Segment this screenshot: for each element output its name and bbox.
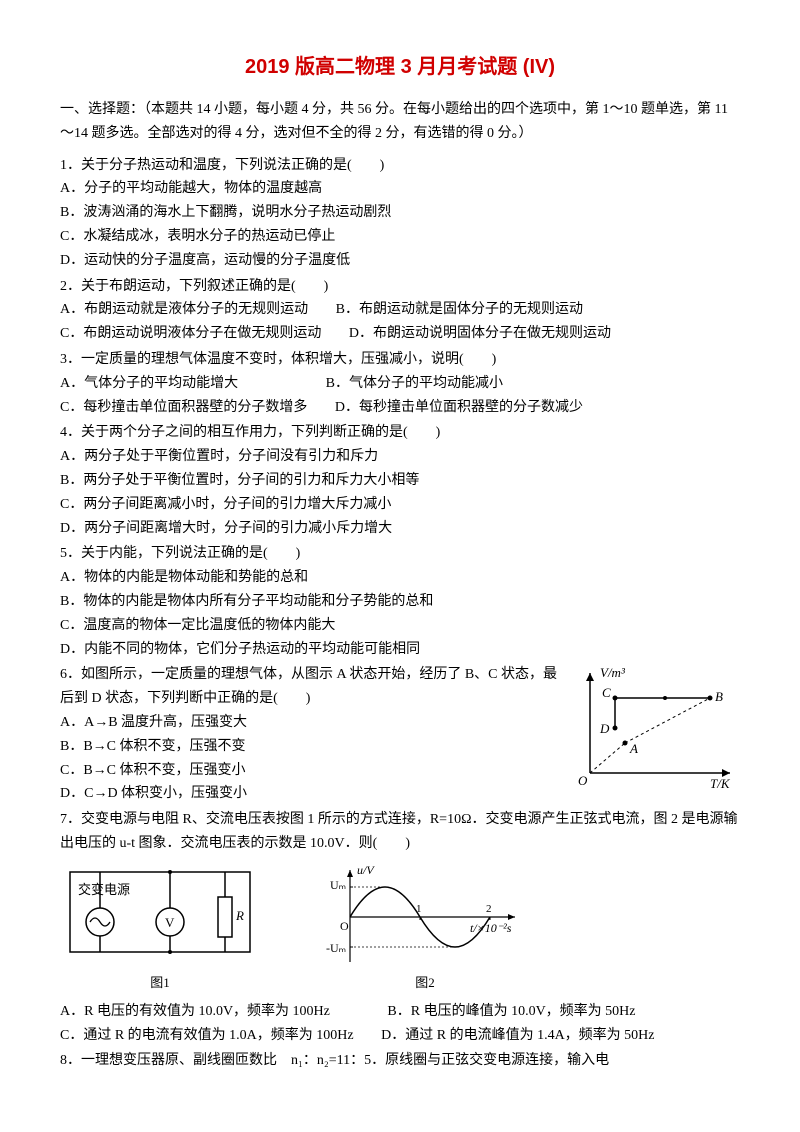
q3-opt-d: D．每秒撞击单位面积器壁的分子数减少 — [335, 400, 583, 415]
q7-fig2-t1: 1 — [416, 903, 422, 915]
q5-opt-d: D．内能不同的物体，它们分子热运动的平均动能可能相同 — [60, 638, 740, 662]
q7-fig2-t2: 2 — [486, 903, 492, 915]
q1: 1．关于分子热运动和温度，下列说法正确的是( ) A．分子的平均动能越大，物体的… — [60, 154, 740, 273]
q5-stem: 5．关于内能，下列说法正确的是( ) — [60, 542, 740, 566]
q3-opt-a: A．气体分子的平均动能增大 — [60, 376, 238, 391]
q1-opt-c: C．水凝结成冰，表明水分子的热运动已停止 — [60, 225, 740, 249]
q1-opt-a: A．分子的平均动能越大，物体的温度越高 — [60, 177, 740, 201]
q6-xlabel: T/K — [710, 776, 731, 791]
q4-opt-a: A．两分子处于平衡位置时，分子间没有引力和斥力 — [60, 445, 740, 469]
q3-opt-c: C．每秒撞击单位面积器壁的分子数增多 — [60, 400, 307, 415]
q4: 4．关于两个分子之间的相互作用力，下列判断正确的是( ) A．两分子处于平衡位置… — [60, 421, 740, 540]
q3-opt-b: B．气体分子的平均动能减小 — [326, 376, 503, 391]
q7-opt-c: C．通过 R 的电流有效值为 1.0A，频率为 100Hz — [60, 1028, 354, 1043]
q7-fig2-num: -Uₘ — [326, 941, 346, 955]
q4-opt-c: C．两分子间距离减小时，分子间的引力增大斥力减小 — [60, 493, 740, 517]
q7-fig1-r: R — [235, 908, 244, 923]
q2: 2．关于布朗运动，下列叙述正确的是( ) A．布朗运动就是液体分子的无规则运动 … — [60, 275, 740, 346]
q1-opt-b: B．波涛汹涌的海水上下翻腾，说明水分子热运动剧烈 — [60, 201, 740, 225]
exam-title: 2019 版高二物理 3 月月考试题 (IV) — [60, 50, 740, 84]
q6-origin: O — [578, 773, 588, 788]
q7-fig1-source: 交变电源 — [78, 882, 130, 897]
q7-fig1-v: V — [165, 915, 175, 930]
q5-opt-a: A．物体的内能是物体动能和势能的总和 — [60, 566, 740, 590]
q7-opt-a: A．R 电压的有效值为 10.0V，频率为 100Hz — [60, 1004, 330, 1019]
q8-stem: 8．一理想变压器原、副线圈匝数比 n₁：n₂=11：5．原线圈与正弦交变电源连接… — [60, 1049, 740, 1073]
q2-opt-b: B．布朗运动就是固体分子的无规则运动 — [336, 302, 583, 317]
q1-opt-d: D．运动快的分子温度高，运动慢的分子温度低 — [60, 249, 740, 273]
q6-ylabel: V/m³ — [600, 665, 626, 680]
q7-figure-2: u/V t/×10⁻²s Uₘ -Uₘ O 1 2 图2 — [320, 862, 530, 994]
section-intro: 一、选择题：（本题共 14 小题，每小题 4 分，共 56 分。在每小题给出的四… — [60, 98, 740, 146]
q6-pt-d: D — [599, 721, 610, 736]
q4-stem: 4．关于两个分子之间的相互作用力，下列判断正确的是( ) — [60, 421, 740, 445]
q6: V/m³ T/K O A B C D 6．如图所示，一定质量的理想气体，从图示 … — [60, 663, 740, 806]
q7: 7．交变电源与电阻 R、交流电压表按图 1 所示的方式连接，R=10Ω．交变电源… — [60, 808, 740, 1047]
q6-pt-a: A — [629, 741, 638, 756]
q3-stem: 3．一定质量的理想气体温度不变时，体积增大，压强减小，说明( ) — [60, 348, 740, 372]
q7-fig2-xlabel: t/×10⁻²s — [470, 921, 512, 935]
q7-fig2-caption: 图2 — [320, 972, 530, 994]
q7-fig2-um: Uₘ — [330, 878, 346, 892]
q8: 8．一理想变压器原、副线圈匝数比 n₁：n₂=11：5．原线圈与正弦交变电源连接… — [60, 1049, 740, 1073]
q4-opt-b: B．两分子处于平衡位置时，分子间的引力和斥力大小相等 — [60, 469, 740, 493]
q7-stem: 7．交变电源与电阻 R、交流电压表按图 1 所示的方式连接，R=10Ω．交变电源… — [60, 808, 740, 856]
q3: 3．一定质量的理想气体温度不变时，体积增大，压强减小，说明( ) A．气体分子的… — [60, 348, 740, 419]
q5-opt-b: B．物体的内能是物体内所有分子平均动能和分子势能的总和 — [60, 590, 740, 614]
q2-opt-c: C．布朗运动说明液体分子在做无规则运动 — [60, 326, 321, 341]
q4-opt-d: D．两分子间距离增大时，分子间的引力减小斥力增大 — [60, 517, 740, 541]
q1-stem: 1．关于分子热运动和温度，下列说法正确的是( ) — [60, 154, 740, 178]
q7-opt-d: D．通过 R 的电流峰值为 1.4A，频率为 50Hz — [381, 1028, 654, 1043]
q2-opt-a: A．布朗运动就是液体分子的无规则运动 — [60, 302, 308, 317]
q7-fig1-caption: 图1 — [60, 972, 260, 994]
q7-opt-b: B．R 电压的峰值为 10.0V，频率为 50Hz — [387, 1004, 635, 1019]
q5: 5．关于内能，下列说法正确的是( ) A．物体的内能是物体动能和势能的总和 B．… — [60, 542, 740, 661]
q6-pt-c: C — [602, 685, 611, 700]
q6-pt-b: B — [715, 689, 723, 704]
q2-stem: 2．关于布朗运动，下列叙述正确的是( ) — [60, 275, 740, 299]
q7-fig2-o: O — [340, 919, 349, 933]
q7-figure-1: 交变电源 V R 图1 — [60, 862, 260, 994]
q2-opt-d: D．布朗运动说明固体分子在做无规则运动 — [349, 326, 611, 341]
q7-fig2-ylabel: u/V — [357, 863, 375, 877]
q6-figure: V/m³ T/K O A B C D — [570, 663, 740, 793]
q5-opt-c: C．温度高的物体一定比温度低的物体内能大 — [60, 614, 740, 638]
